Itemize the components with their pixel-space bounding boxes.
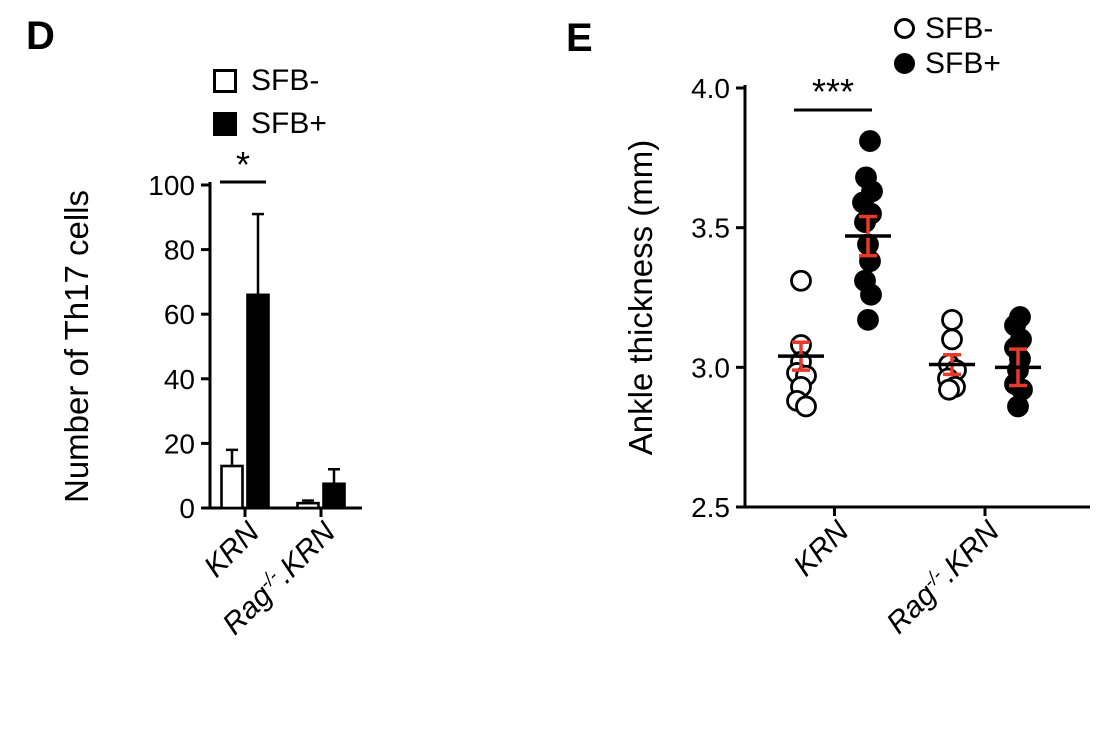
y-axis: 2.5 3.0 3.5 4.0 [691,73,747,523]
panel-d-label: D [26,14,55,58]
svg-text:20: 20 [164,428,195,459]
significance-mark: *** [794,71,872,112]
svg-text:*: * [236,144,250,185]
svg-text:2.5: 2.5 [691,492,730,523]
legend-item-sfb-positive: SFB+ [894,47,1001,80]
mean-sem-bars [778,214,1041,388]
x-axis [743,505,1090,516]
x-category-label: KRN [198,515,266,583]
legend-item-sfb-positive: SFB+ [213,107,327,140]
data-points [786,130,1033,418]
svg-text:4.0: 4.0 [691,73,730,104]
y-axis-title: Number of Th17 cells [58,190,95,503]
bars [220,212,346,510]
scatter-point-SFB- [941,308,963,331]
y-axis: 0 20 40 60 80 100 [148,170,212,524]
svg-text:***: *** [812,71,854,112]
legend-label-sfb-negative: SFB- [925,12,994,45]
scatter-point-SFB- [941,328,963,351]
x-axis [208,506,362,517]
svg-text:80: 80 [164,235,195,266]
error-bar [226,448,238,467]
bar-SFB--group0 [220,464,244,510]
scatter-point-SFB- [795,395,817,418]
legend-label-sfb-positive: SFB+ [251,107,327,140]
x-category-label: KRN [787,514,855,582]
svg-text:100: 100 [148,170,195,201]
legend-item-sfb-negative: SFB- [213,64,327,97]
svg-text:3.0: 3.0 [691,352,730,383]
svg-text:Number of Th17 cells: Number of Th17 cells [58,190,95,503]
open-square-swatch-icon [213,68,237,93]
scatter-point-SFB+ [860,283,882,306]
scatter-chart-ankle-thickness: 2.5 3.0 3.5 4.0 Ankle thickness (mm) KRN Rag-/… [622,71,1090,640]
scatter-point-SFB- [790,269,812,292]
svg-text:3.5: 3.5 [691,213,730,244]
scatter-point-SFB+ [859,130,881,152]
legend-label-sfb-positive: SFB+ [925,47,1001,80]
scatter-point-SFB+ [1007,395,1029,418]
legend-panel-e: SFB- SFB+ [894,12,1001,80]
bar-SFB+-group1 [322,482,346,510]
error-bar [252,212,264,295]
x-category-labels: KRN Rag-/-.KRN [787,514,1006,640]
open-circle-swatch-icon [894,18,915,39]
y-axis-title: Ankle thickness (mm) [622,140,659,455]
svg-text:Ankle thickness (mm): Ankle thickness (mm) [622,140,659,455]
scatter-point-SFB+ [857,308,879,331]
bar-chart-th17-cells: 0 20 40 60 80 100 Number of Th17 cells KRNRag-/… [58,144,362,641]
legend-item-sfb-negative: SFB- [894,12,1001,45]
svg-text:0: 0 [179,493,195,524]
solid-square-swatch-icon [213,111,237,136]
svg-text:60: 60 [164,299,195,330]
legend-panel-d: SFB- SFB+ [213,64,327,140]
svg-text:40: 40 [164,364,195,395]
bar-SFB--group1 [296,501,320,510]
legend-label-sfb-negative: SFB- [251,64,320,97]
bar-SFB+-group0 [246,293,270,510]
x-category-label: Rag-/-.KRN [880,514,1006,640]
significance-mark: * [220,144,266,185]
solid-circle-swatch-icon [894,53,915,74]
scatter-point-SFB- [938,378,960,401]
error-bar [328,467,340,484]
panel-e-label: E [566,16,593,60]
